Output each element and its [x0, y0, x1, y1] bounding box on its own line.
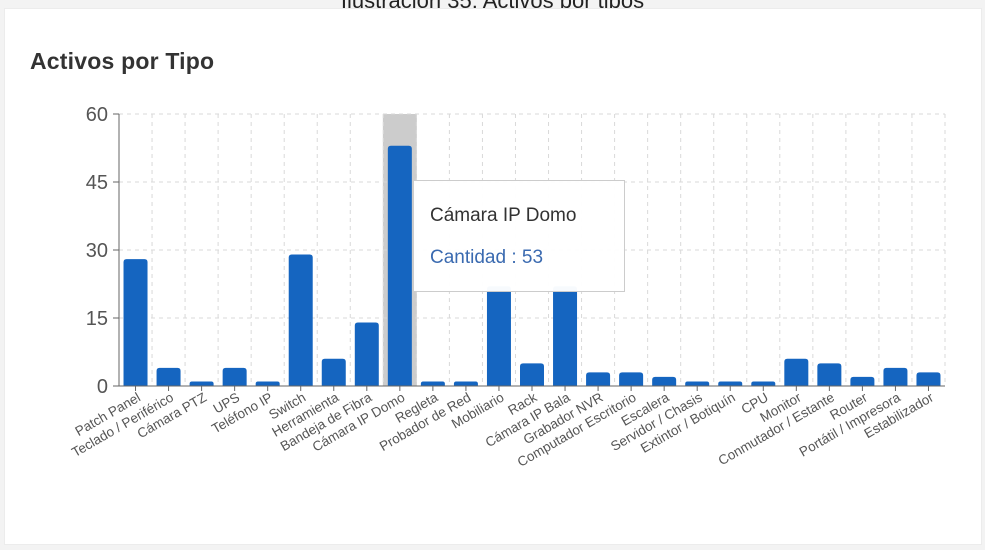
bar — [619, 372, 644, 386]
bar — [850, 376, 875, 386]
bar — [486, 286, 511, 386]
bar — [883, 367, 908, 386]
bar — [222, 367, 247, 386]
bar — [387, 145, 412, 386]
bar — [321, 358, 346, 386]
y-tick-label: 45 — [86, 172, 108, 194]
tooltip-value: Cantidad : 53 — [430, 247, 544, 268]
bar — [784, 358, 809, 386]
bar — [255, 381, 280, 386]
bar — [156, 367, 181, 386]
bar — [553, 286, 578, 386]
bar — [652, 376, 677, 386]
chart-title: Activos por Tipo — [30, 48, 215, 74]
bar — [520, 363, 544, 386]
bar — [586, 372, 611, 386]
y-tick-label: 60 — [86, 104, 108, 126]
bar — [685, 381, 710, 386]
bar — [453, 381, 478, 386]
bar — [817, 363, 842, 386]
bar — [751, 381, 776, 386]
bar — [354, 322, 379, 386]
bar — [189, 381, 214, 386]
bar — [123, 259, 148, 386]
y-tick-label: 0 — [97, 376, 108, 398]
tooltip-category: Cámara IP Domo — [430, 205, 577, 226]
y-tick-label: 30 — [86, 240, 108, 262]
y-tick-label: 15 — [86, 308, 108, 330]
bar — [288, 254, 313, 386]
bar — [718, 381, 743, 386]
bar — [420, 381, 445, 386]
bar — [916, 372, 941, 386]
chart-tooltip: Cámara IP Domo Cantidad : 53 — [413, 180, 625, 292]
